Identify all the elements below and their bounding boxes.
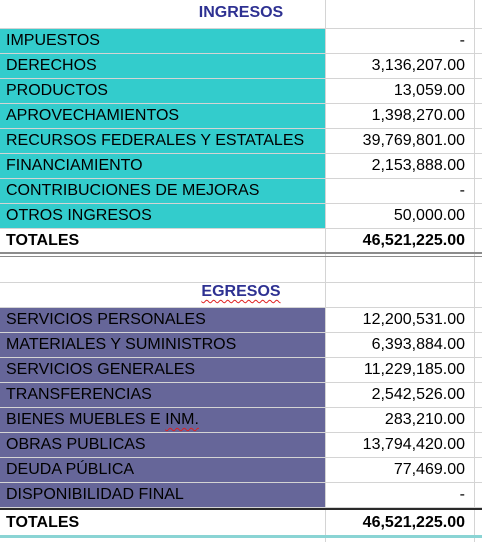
total-label: TOTALES (6, 513, 80, 531)
row-label: OBRAS PUBLICAS (0, 433, 325, 457)
ingresos-header-row[interactable]: INGRESOS (0, 4, 482, 29)
egresos-header-row[interactable]: EGRESOS (0, 283, 482, 308)
table-row[interactable]: DERECHOS 3,136,207.00 (0, 54, 482, 79)
row-amount: 3,136,207.00 (371, 57, 465, 74)
row-label: OTROS INGRESOS (0, 204, 325, 228)
table-row[interactable]: FINANCIAMIENTO 2,153,888.00 (0, 154, 482, 179)
row-label: APROVECHAMIENTOS (0, 104, 325, 128)
table-row[interactable]: SERVICIOS PERSONALES 12,200,531.00 (0, 308, 482, 333)
table-row[interactable]: MATERIALES Y SUMINISTROS 6,393,884.00 (0, 333, 482, 358)
egresos-title: EGRESOS (201, 283, 281, 300)
row-amount: 283,210.00 (384, 411, 465, 428)
row-label: SERVICIOS PERSONALES (0, 308, 325, 332)
row-label: SERVICIOS GENERALES (0, 358, 325, 382)
row-amount: 12,200,531.00 (362, 311, 465, 328)
double-border (0, 253, 482, 257)
table-row[interactable]: OTROS INGRESOS 50,000.00 (0, 204, 482, 229)
table-row[interactable]: TRANSFERENCIAS 2,542,526.00 (0, 383, 482, 408)
row-label: RECURSOS FEDERALES Y ESTATALES (0, 129, 325, 153)
column-divider (474, 0, 475, 542)
row-amount: 6,393,884.00 (371, 336, 465, 353)
table-row[interactable]: BIENES MUEBLES E INM. 283,210.00 (0, 408, 482, 433)
row-amount: - (459, 486, 465, 503)
total-amount: 46,521,225.00 (362, 231, 465, 249)
row-amount: 2,542,526.00 (371, 386, 465, 403)
table-row[interactable]: APROVECHAMIENTOS 1,398,270.00 (0, 104, 482, 129)
row-amount: 13,794,420.00 (362, 436, 465, 453)
egresos-total-row[interactable]: TOTALES 46,521,225.00 (0, 508, 482, 538)
row-label: DEUDA PÚBLICA (0, 458, 325, 482)
table-row[interactable]: RECURSOS FEDERALES Y ESTATALES 39,769,80… (0, 129, 482, 154)
row-amount: - (459, 182, 465, 199)
row-amount: 2,153,888.00 (371, 157, 465, 174)
table-row[interactable]: OBRAS PUBLICAS 13,794,420.00 (0, 433, 482, 458)
row-label: MATERIALES Y SUMINISTROS (0, 333, 325, 357)
row-label: PRODUCTOS (0, 79, 325, 103)
blank-row[interactable] (0, 258, 482, 283)
total-amount: 46,521,225.00 (362, 513, 465, 531)
row-amount: 77,469.00 (393, 461, 465, 478)
row-amount: - (459, 32, 465, 49)
ingresos-total-row[interactable]: TOTALES 46,521,225.00 (0, 229, 482, 254)
row-label-text: BIENES MUEBLES E (6, 411, 166, 428)
total-label: TOTALES (6, 231, 80, 249)
column-divider (325, 0, 326, 542)
row-label: CONTRIBUCIONES DE MEJORAS (0, 179, 325, 203)
row-label: BIENES MUEBLES E INM. (0, 408, 325, 432)
row-amount: 1,398,270.00 (371, 107, 465, 124)
row-amount: 13,059.00 (393, 82, 465, 99)
row-amount: 50,000.00 (393, 207, 465, 224)
row-label: TRANSFERENCIAS (0, 383, 325, 407)
row-label-underlined: INM. (165, 411, 199, 428)
table-row[interactable]: DISPONIBILIDAD FINAL - (0, 483, 482, 508)
row-amount: 11,229,185.00 (363, 361, 465, 378)
row-label: DERECHOS (0, 54, 325, 78)
row-label: FINANCIAMIENTO (0, 154, 325, 178)
table-row[interactable]: PRODUCTOS 13,059.00 (0, 79, 482, 104)
table-row[interactable]: DEUDA PÚBLICA 77,469.00 (0, 458, 482, 483)
table-row[interactable]: SERVICIOS GENERALES 11,229,185.00 (0, 358, 482, 383)
row-label: DISPONIBILIDAD FINAL (0, 483, 325, 507)
table-row[interactable]: IMPUESTOS - (0, 29, 482, 54)
row-amount: 39,769,801.00 (362, 132, 465, 149)
ingresos-title: INGRESOS (198, 4, 284, 21)
row-label: IMPUESTOS (0, 29, 325, 53)
table-row[interactable]: CONTRIBUCIONES DE MEJORAS - (0, 179, 482, 204)
